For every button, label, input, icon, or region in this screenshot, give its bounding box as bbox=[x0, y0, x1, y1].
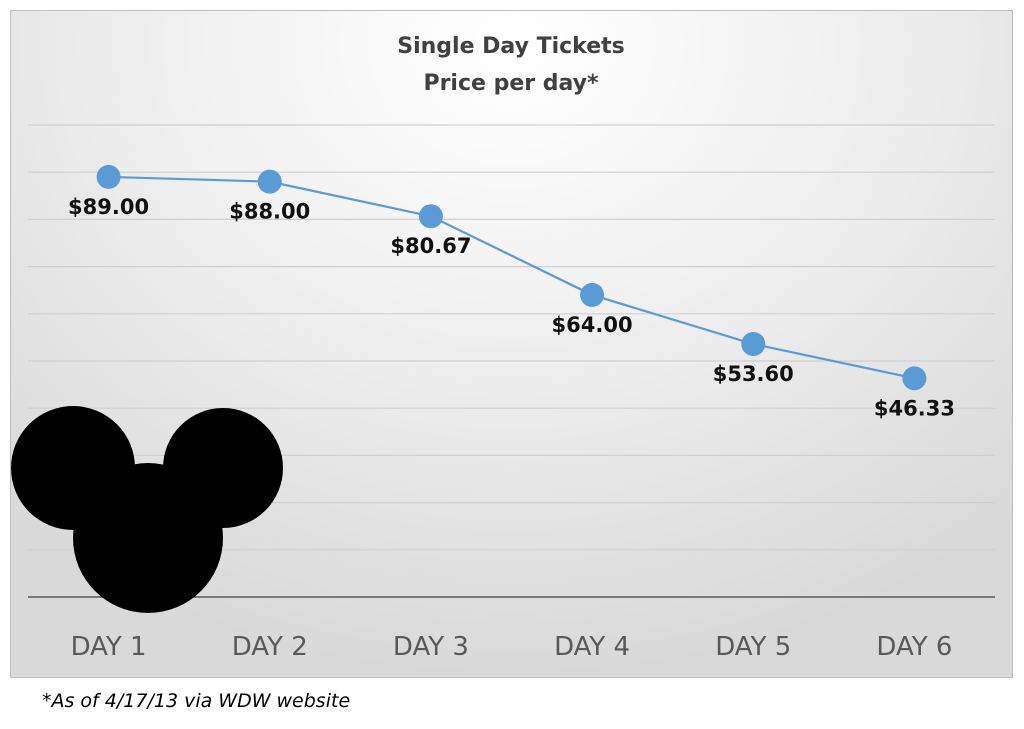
data-label: $89.00 bbox=[68, 195, 149, 219]
data-label: $88.00 bbox=[229, 200, 310, 224]
series-line bbox=[108, 175, 915, 380]
data-point bbox=[902, 366, 927, 391]
x-tick-label: DAY 6 bbox=[876, 632, 952, 662]
chart-title: Single Day Tickets bbox=[397, 34, 625, 59]
x-tick-label: DAY 3 bbox=[393, 632, 469, 662]
data-point bbox=[96, 164, 121, 189]
footnote: *As of 4/17/13 via WDW website bbox=[42, 690, 351, 712]
data-point bbox=[418, 204, 443, 229]
data-label: $46.33 bbox=[874, 396, 955, 420]
data-point bbox=[257, 169, 282, 194]
data-label: $53.60 bbox=[713, 362, 794, 386]
data-point bbox=[741, 332, 766, 357]
mickey-logo bbox=[11, 406, 283, 613]
chart-subtitle: Price per day* bbox=[423, 71, 599, 96]
x-tick-label: DAY 2 bbox=[232, 632, 308, 662]
data-label: $80.67 bbox=[390, 234, 471, 258]
mickey-head bbox=[73, 463, 223, 613]
x-tick-label: DAY 5 bbox=[715, 632, 791, 662]
data-point bbox=[580, 282, 605, 307]
x-tick-label: DAY 4 bbox=[554, 632, 630, 662]
data-label: $64.00 bbox=[552, 313, 633, 337]
x-tick-label: DAY 1 bbox=[71, 632, 147, 662]
